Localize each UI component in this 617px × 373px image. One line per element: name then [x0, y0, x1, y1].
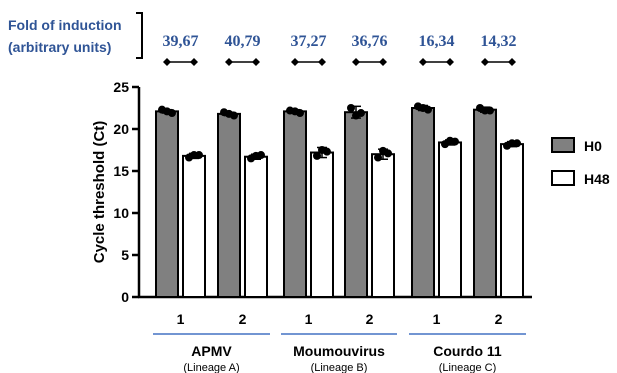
fold-value: 37,27	[291, 33, 327, 50]
fold-connector-marker	[163, 58, 171, 66]
group-sub: (Lineage C)	[439, 362, 496, 373]
fold-connector-marker	[508, 58, 516, 66]
data-point	[486, 106, 494, 115]
fold-connector-marker	[419, 58, 427, 66]
data-point	[424, 105, 432, 114]
bar-h48	[438, 141, 462, 298]
bar-h48	[244, 155, 268, 298]
bar-h0	[344, 111, 368, 298]
fold-connector-marker	[252, 58, 260, 66]
x-tick-label: 1	[177, 311, 185, 327]
x-tick-label: 1	[433, 311, 441, 327]
x-tick-label: 2	[495, 311, 503, 327]
data-point	[384, 149, 392, 158]
legend-swatch-h0	[551, 137, 575, 153]
bar-h0	[283, 110, 307, 298]
group-name: APMV	[191, 343, 232, 359]
bar-h0	[217, 112, 241, 298]
fold-connector-marker	[481, 58, 489, 66]
group-name: Moumouvirus	[293, 343, 385, 359]
fold-title-line1: Fold of induction	[8, 17, 122, 33]
fold-connector-marker	[379, 58, 387, 66]
data-point	[195, 151, 203, 160]
data-point	[374, 153, 382, 162]
data-point	[313, 151, 321, 160]
y-tick-label: 10	[113, 205, 129, 221]
x-tick-label: 2	[366, 311, 374, 327]
fold-connector-marker	[446, 58, 454, 66]
bars-layer	[155, 102, 524, 299]
group-name: Courdo 11	[433, 343, 502, 359]
x-tick-labels: 1 2 1 2 1 2	[177, 311, 503, 327]
chart-axes: 0 5 10 15 20 25	[113, 79, 532, 305]
x-tick-label: 2	[239, 311, 247, 327]
bar-h48	[500, 143, 524, 298]
fold-of-induction-header: Fold of induction (arbitrary units) 39,6…	[8, 12, 517, 66]
group-sub: (Lineage B)	[311, 362, 368, 373]
bar-h48	[371, 153, 395, 298]
data-point	[513, 139, 521, 148]
x-tick-label: 1	[305, 311, 313, 327]
bar-h48	[182, 154, 206, 298]
legend: H0 H48	[551, 137, 610, 187]
fold-value: 40,79	[225, 33, 261, 50]
bar-h0	[411, 107, 435, 298]
legend-label-h0: H0	[584, 138, 602, 154]
legend-swatch-h48	[551, 170, 575, 186]
y-axis-label: Cycle threshold (Ct)	[91, 121, 108, 264]
data-point	[296, 109, 304, 118]
y-tick-label: 0	[121, 289, 129, 305]
fold-connector-marker	[190, 58, 198, 66]
group-sub: (Lineage A)	[183, 362, 239, 373]
fold-connector-marker	[352, 58, 360, 66]
data-point	[451, 137, 459, 146]
data-point	[168, 109, 176, 118]
fold-value: 36,76	[352, 33, 388, 50]
y-tick-label: 15	[113, 163, 129, 179]
bar-h48	[310, 151, 334, 298]
fold-title-line2: (arbitrary units)	[8, 39, 111, 55]
fold-connector-marker	[225, 58, 233, 66]
fold-value: 14,32	[481, 33, 517, 50]
legend-label-h48: H48	[584, 171, 610, 187]
fold-values: 39,67 40,79 37,27 36,76 16,34 14,32	[163, 33, 517, 66]
data-point	[357, 109, 365, 118]
data-point	[323, 147, 331, 156]
bar-h0	[473, 108, 497, 299]
fold-value: 39,67	[163, 33, 199, 50]
group-labels: APMV (Lineage A) Moumouvirus (Lineage B) Cou…	[153, 333, 526, 373]
data-point	[257, 151, 265, 160]
fold-connector-marker	[318, 58, 326, 66]
data-point	[347, 104, 355, 112]
y-tick-label: 25	[113, 79, 129, 95]
fold-header-bracket	[136, 12, 143, 59]
fold-value: 16,34	[419, 33, 455, 50]
data-point	[230, 111, 238, 120]
y-tick-label: 20	[113, 121, 129, 137]
y-tick-label: 5	[121, 247, 129, 263]
fold-connector-marker	[291, 58, 299, 66]
bar-h0	[155, 110, 179, 298]
